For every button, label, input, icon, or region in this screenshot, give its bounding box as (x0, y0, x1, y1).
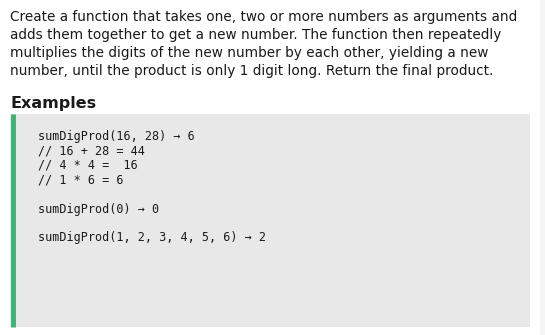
Text: adds them together to get a new number. The function then repeatedly: adds them together to get a new number. … (10, 28, 501, 42)
Text: // 16 + 28 = 44: // 16 + 28 = 44 (38, 144, 145, 157)
Text: Create a function that takes one, two or more numbers as arguments and: Create a function that takes one, two or… (10, 10, 517, 24)
Text: multiplies the digits of the new number by each other, yielding a new: multiplies the digits of the new number … (10, 46, 488, 60)
Text: Examples: Examples (10, 96, 96, 111)
Text: // 1 * 6 = 6: // 1 * 6 = 6 (38, 174, 124, 187)
Text: sumDigProd(1, 2, 3, 4, 5, 6) → 2: sumDigProd(1, 2, 3, 4, 5, 6) → 2 (38, 231, 266, 245)
Text: sumDigProd(0) → 0: sumDigProd(0) → 0 (38, 202, 159, 215)
FancyBboxPatch shape (10, 114, 530, 327)
Text: sumDigProd(16, 28) → 6: sumDigProd(16, 28) → 6 (38, 130, 195, 143)
Text: // 4 * 4 =  16: // 4 * 4 = 16 (38, 159, 138, 172)
Text: number, until the product is only 1 digit long. Return the final product.: number, until the product is only 1 digi… (10, 64, 493, 78)
